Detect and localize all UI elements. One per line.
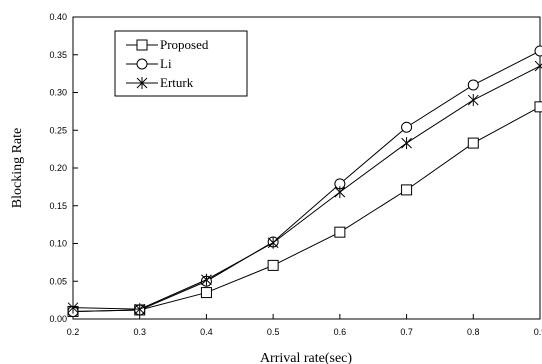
legend: Proposed Li Erturk xyxy=(114,30,248,97)
y-tick-label: 0.35 xyxy=(49,50,67,60)
data-point-asterisk xyxy=(201,273,212,286)
x-tick-label: 0.7 xyxy=(400,327,413,337)
data-point-square xyxy=(534,101,542,113)
data-point-asterisk xyxy=(534,60,542,73)
series-erturk xyxy=(67,60,542,316)
data-point-square xyxy=(200,287,212,299)
data-point-asterisk xyxy=(467,94,479,107)
series-layer xyxy=(67,45,542,317)
series-line xyxy=(72,65,541,310)
y-tick-label: 0.30 xyxy=(49,88,67,98)
data-point-asterisk xyxy=(267,236,279,249)
legend-item: Li xyxy=(126,56,172,71)
x-axis-label: Arrival rate(sec) xyxy=(260,351,352,364)
legend-label: Proposed xyxy=(160,37,209,52)
legend-item: Proposed xyxy=(126,37,209,52)
legend-marker-asterisk xyxy=(136,77,148,89)
series-line xyxy=(72,50,541,312)
legend-marker-circle xyxy=(136,58,148,70)
data-point-asterisk xyxy=(334,186,346,199)
series-line xyxy=(72,106,541,312)
x-tick-label: 0.8 xyxy=(467,327,480,337)
legend-label: Li xyxy=(160,56,172,71)
x-tick-label: 0.2 xyxy=(67,327,80,337)
y-tick-label: 0.15 xyxy=(49,201,67,211)
x-tick-label: 0.6 xyxy=(334,327,347,337)
y-axis-label: Blocking Rate xyxy=(10,128,25,209)
y-tick-label: 0.40 xyxy=(49,12,67,22)
y-tick-label: 0.10 xyxy=(49,239,67,249)
x-axis-ticks: 0.2 0.3 0.4 0.5 0.6 0.7 0.8 0.9 xyxy=(67,314,542,337)
x-tick-label: 0.4 xyxy=(200,327,213,337)
legend-label: Erturk xyxy=(160,75,194,90)
data-point-square xyxy=(334,226,346,238)
legend-marker-square xyxy=(136,39,148,51)
x-tick-label: 0.5 xyxy=(267,327,280,337)
y-tick-label: 0.20 xyxy=(49,163,67,173)
y-axis-ticks: 0.00 0.05 0.10 0.15 0.20 0.25 0.30 0.35 0.40 xyxy=(49,12,78,324)
legend-item: Erturk xyxy=(126,75,194,90)
data-point-asterisk xyxy=(67,301,79,314)
data-point-square xyxy=(267,259,279,271)
y-tick-label: 0.05 xyxy=(49,276,67,286)
x-tick-label: 0.3 xyxy=(133,327,146,337)
data-point-circle xyxy=(467,79,479,91)
series-proposed xyxy=(67,101,542,317)
data-point-circle xyxy=(534,45,542,57)
data-point-circle xyxy=(401,121,413,133)
data-point-square xyxy=(467,137,479,149)
data-point-square xyxy=(401,184,413,196)
x-tick-label: 0.9 xyxy=(534,327,542,337)
y-tick-label: 0.25 xyxy=(49,125,67,135)
data-point-asterisk xyxy=(401,137,412,150)
y-tick-label: 0.00 xyxy=(49,314,67,324)
data-point-asterisk xyxy=(134,303,146,316)
